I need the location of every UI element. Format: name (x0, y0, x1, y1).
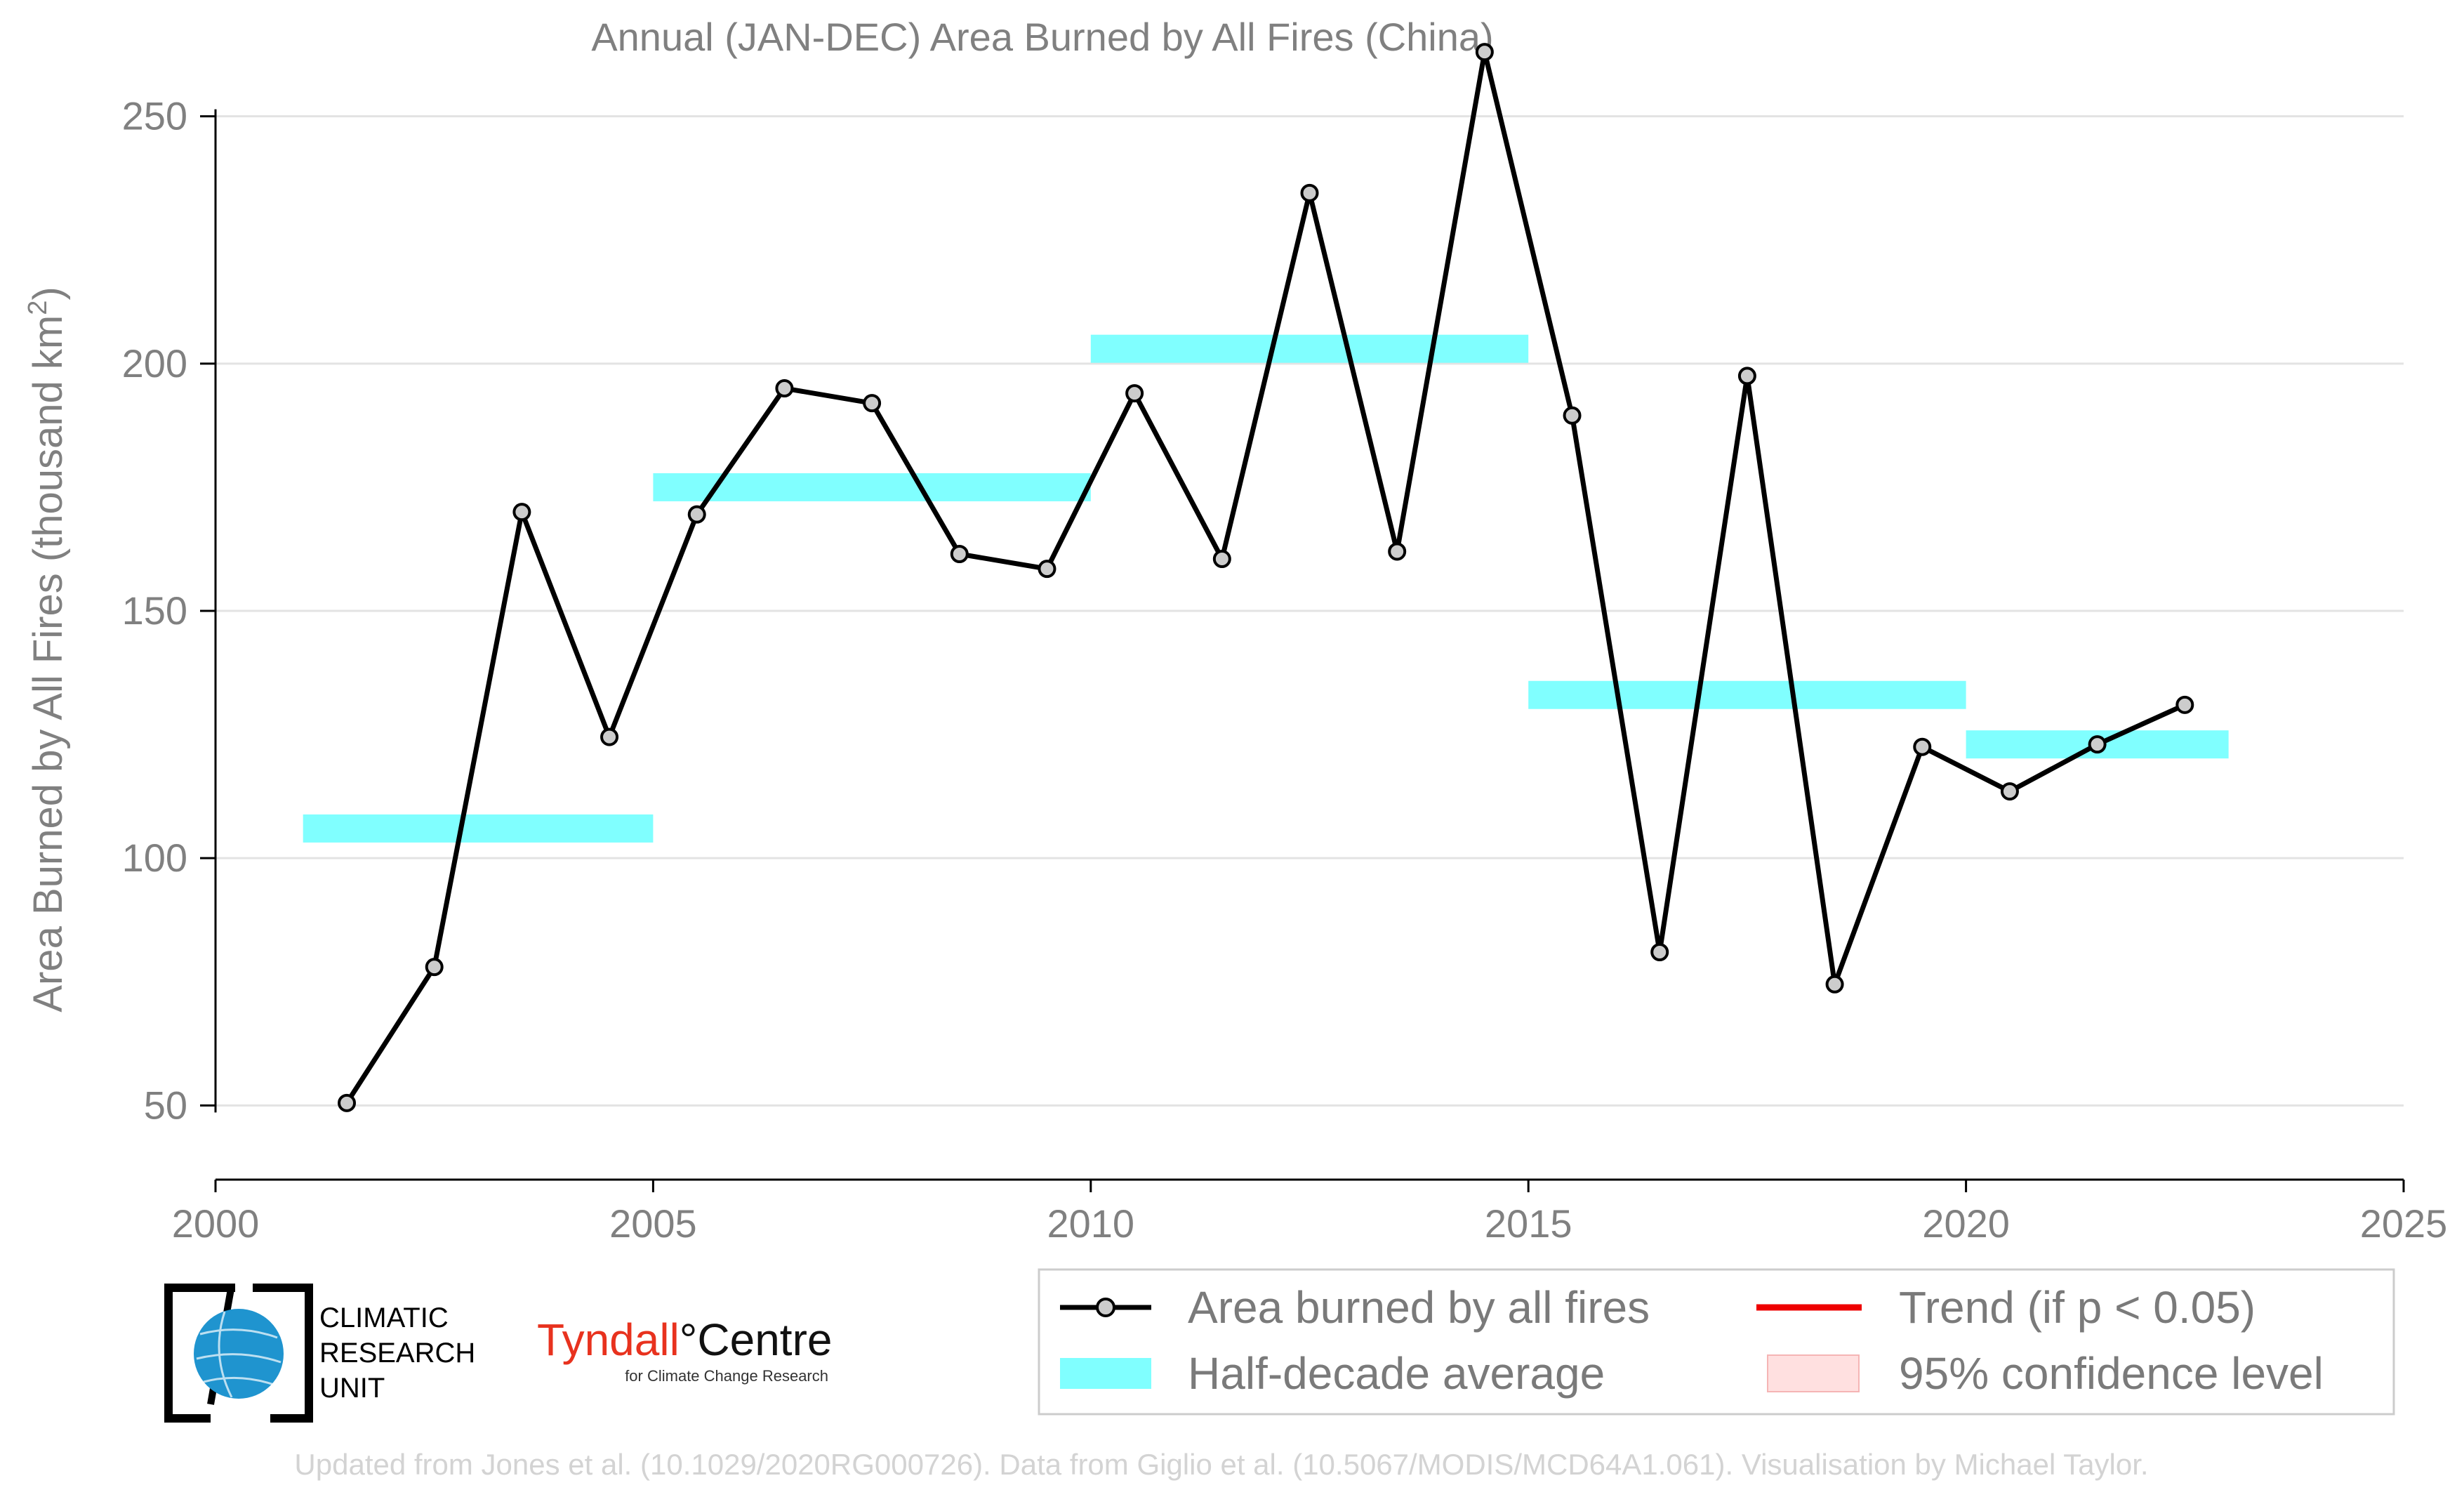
data-point (1388, 542, 1407, 561)
y-tick-label: 150 (122, 588, 187, 633)
tyndall-subtitle: for Climate Change Research (625, 1367, 828, 1385)
data-point (1300, 183, 1319, 202)
series-line (345, 49, 2186, 1104)
series (338, 43, 2194, 1112)
x-tick-label: 2010 (1047, 1201, 1135, 1246)
data-point (1475, 43, 1494, 62)
x-tick-label: 2025 (2360, 1201, 2448, 1246)
data-point (1212, 550, 1231, 569)
legend-label-area-burned: Area burned by all fires (1188, 1282, 1650, 1333)
tyndall-suffix: °Centre (680, 1314, 833, 1365)
data-point (600, 727, 619, 746)
footer-credits: Updated from Jones et al. (10.1029/2020R… (294, 1448, 2148, 1481)
x-tick-label: 2020 (1922, 1201, 2010, 1246)
data-point (1038, 560, 1057, 579)
data-point (1913, 737, 1932, 756)
tyndall-wordmark: Tyndall°Centre (537, 1314, 832, 1365)
half-decade-band (303, 814, 654, 843)
half-decade-bands (303, 334, 2229, 843)
data-point (425, 958, 444, 977)
data-point (1825, 975, 1844, 994)
globe-lines-icon (196, 1311, 281, 1398)
half-decade-band (653, 473, 1091, 501)
x-tick-label: 2015 (1485, 1201, 1572, 1246)
cru-logo-line-3: UNIT (319, 1373, 385, 1404)
half-decade-band (1090, 334, 1529, 363)
y-tick-label: 200 (122, 341, 187, 385)
data-point (950, 545, 969, 563)
tyndall-logo: Tyndall°Centre for Climate Change Resear… (537, 1314, 832, 1385)
data-point (338, 1093, 357, 1112)
y-tick-label: 100 (122, 836, 187, 880)
data-point (2000, 782, 2019, 801)
y-axis-label-main: Area Burned by All Fires (thousand km (25, 315, 71, 1013)
data-point (863, 394, 882, 413)
y-tick-label: 250 (122, 94, 187, 138)
legend: Area burned by all fires Trend (if p < 0… (1038, 1268, 2395, 1416)
gridlines (216, 115, 2404, 1107)
legend-label-half-decade: Half-decade average (1188, 1348, 1605, 1399)
data-point (1563, 406, 1582, 425)
legend-frame (1038, 1268, 2395, 1416)
data-point (1125, 384, 1144, 403)
x-tick-label: 2000 (172, 1201, 260, 1246)
data-point (1737, 367, 1756, 385)
y-axis-label: Area Burned by All Fires (thousand km2) (23, 286, 71, 1012)
data-point (2088, 735, 2107, 754)
axes: 50 100 150 200 250 2000 2005 2010 2015 2020 2025 (122, 94, 2448, 1246)
y-axis-label-superscript: 2 (23, 301, 53, 315)
chart-title: Annual (JAN-DEC) Area Burned by All Fire… (591, 15, 1493, 59)
cru-logo-bracket-right (253, 1284, 313, 1423)
legend-confidence-swatch (1767, 1354, 1860, 1392)
half-decade-band (1528, 680, 1966, 709)
cru-logo: CLIMATIC RESEARCH UNIT (164, 1284, 475, 1423)
data-point (1650, 943, 1669, 961)
legend-label-confidence: 95% confidence level (1899, 1348, 2324, 1399)
cru-logo-bracket-left (164, 1284, 235, 1423)
cru-logo-line-2: RESEARCH (319, 1338, 475, 1369)
y-axis-label-close: ) (25, 286, 71, 300)
cru-logo-line-1: CLIMATIC (319, 1303, 449, 1333)
y-tick-label: 50 (144, 1083, 187, 1127)
legend-marker-swatch (1096, 1298, 1115, 1317)
x-tick-label: 2005 (609, 1201, 697, 1246)
tyndall-name: Tyndall (537, 1314, 680, 1365)
legend-band-swatch (1060, 1358, 1151, 1389)
data-point (512, 503, 531, 522)
data-point (2175, 695, 2194, 714)
legend-label-trend: Trend (if p < 0.05) (1899, 1282, 2256, 1333)
data-point (687, 505, 706, 524)
data-point (775, 379, 794, 398)
